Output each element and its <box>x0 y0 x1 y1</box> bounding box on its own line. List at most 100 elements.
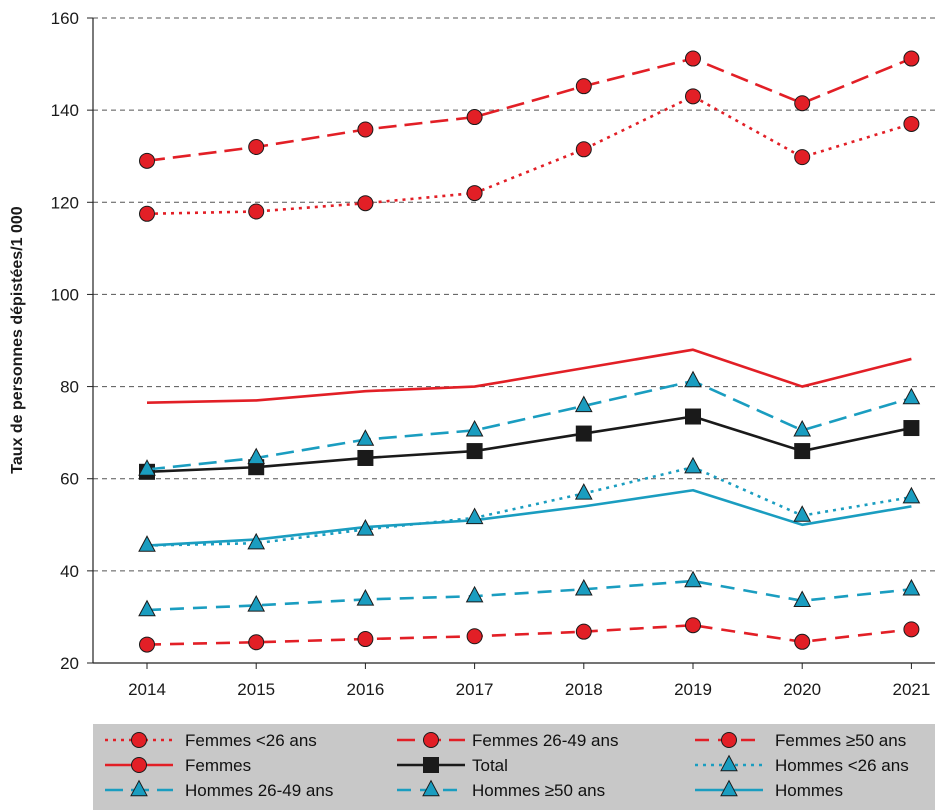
series-femmes-50-ans <box>139 617 920 653</box>
data-point <box>138 459 156 476</box>
data-point <box>685 50 701 67</box>
series-line <box>146 379 912 471</box>
x-tick-label: 2016 <box>346 680 384 699</box>
legend-item: Hommes <box>695 779 843 800</box>
legend-swatch-marker <box>423 732 439 748</box>
axis-layer: 20 40 60 80 100 120 140 160 2014 2015 2016 2017 2018… <box>51 9 935 699</box>
x-tick-label: 2014 <box>128 680 166 699</box>
data-point <box>248 634 265 651</box>
y-tick-label: 20 <box>60 654 79 673</box>
legend-swatch-marker <box>422 779 440 797</box>
legend-label: Hommes ≥50 ans <box>472 781 605 800</box>
data-point <box>685 408 701 425</box>
data-point <box>903 50 920 67</box>
data-point <box>465 507 484 525</box>
y-tick-label: 140 <box>51 101 79 120</box>
data-point <box>794 633 811 650</box>
series-femmes <box>146 348 912 404</box>
data-point <box>356 429 375 446</box>
y-tick-label: 40 <box>60 562 79 581</box>
series-total <box>139 408 920 480</box>
y-tick-label: 80 <box>60 378 79 397</box>
series-line <box>146 488 912 547</box>
data-point <box>902 486 921 504</box>
data-point <box>248 139 265 155</box>
legend-label: Femmes <26 ans <box>185 731 317 750</box>
legend-label: Hommes <box>775 781 843 800</box>
series-line <box>146 579 912 612</box>
data-point <box>356 519 375 536</box>
legend-label: Hommes 26-49 ans <box>185 781 333 800</box>
legend-swatch-marker <box>720 779 738 797</box>
data-point <box>903 420 920 437</box>
data-point <box>465 419 484 437</box>
data-point <box>138 599 156 617</box>
data-point <box>139 205 155 222</box>
series-line <box>146 415 912 474</box>
series-layer <box>138 50 921 653</box>
legend-item: Hommes <26 ans <box>695 754 909 775</box>
legend-background <box>93 724 935 810</box>
data-point <box>466 109 483 126</box>
series-hommes-50-ans <box>138 570 921 617</box>
legend-swatch-marker <box>131 757 147 773</box>
data-point <box>247 595 266 612</box>
data-point <box>247 447 266 465</box>
data-point <box>247 532 266 550</box>
series-hommes-26-ans <box>138 456 921 552</box>
data-point <box>138 535 156 552</box>
data-point <box>465 585 484 603</box>
y-tick-label: 120 <box>51 193 79 212</box>
legend-swatch-marker <box>131 732 147 748</box>
x-tick-label: 2015 <box>237 680 275 699</box>
series-line <box>146 465 912 547</box>
x-tick-label: 2020 <box>783 680 821 699</box>
y-tick-label: 100 <box>51 285 79 304</box>
data-point <box>357 121 374 138</box>
data-point <box>466 628 483 645</box>
data-point <box>357 449 374 466</box>
data-point <box>903 115 920 132</box>
series-line <box>146 57 912 163</box>
legend-item: Femmes <26 ans <box>105 731 317 750</box>
data-point <box>357 195 374 212</box>
data-point <box>248 203 265 220</box>
legend-swatch-marker <box>130 779 148 797</box>
legend: Femmes <26 ans Femmes 26-49 ans Femmes ≥50… <box>93 724 935 810</box>
legend-item: Hommes ≥50 ans <box>397 779 605 800</box>
y-tick-label: 60 <box>60 470 79 489</box>
data-point <box>684 456 702 474</box>
data-point <box>794 149 811 166</box>
data-point <box>684 570 702 588</box>
data-point <box>684 370 702 388</box>
series-hommes-26-49-ans <box>138 370 921 476</box>
data-point <box>466 185 483 202</box>
data-point <box>902 387 921 405</box>
y-tick-label: 160 <box>51 9 79 28</box>
x-tick-label: 2021 <box>892 680 930 699</box>
legend-item: Total <box>397 756 508 775</box>
legend-swatch-marker <box>720 754 738 772</box>
data-point <box>575 141 592 158</box>
legend-item: Femmes 26-49 ans <box>397 731 618 750</box>
legend-item: Femmes <box>105 756 251 775</box>
legend-label: Femmes <box>185 756 251 775</box>
x-tick-label: 2017 <box>456 680 494 699</box>
legend-label: Total <box>472 756 508 775</box>
data-point <box>902 578 921 596</box>
legend-label: Hommes <26 ans <box>775 756 909 775</box>
x-tick-label: 2019 <box>674 680 712 699</box>
data-point <box>685 617 701 634</box>
data-point <box>466 443 483 460</box>
data-point <box>794 95 811 112</box>
data-point <box>357 631 374 648</box>
data-point <box>139 636 155 653</box>
series-femmes-26-ans <box>139 88 920 222</box>
legend-swatch-marker <box>721 732 737 748</box>
legend-swatch-marker <box>423 757 439 773</box>
series-hommes <box>146 488 912 547</box>
legend-label: Femmes ≥50 ans <box>775 731 906 750</box>
data-point <box>793 590 812 608</box>
